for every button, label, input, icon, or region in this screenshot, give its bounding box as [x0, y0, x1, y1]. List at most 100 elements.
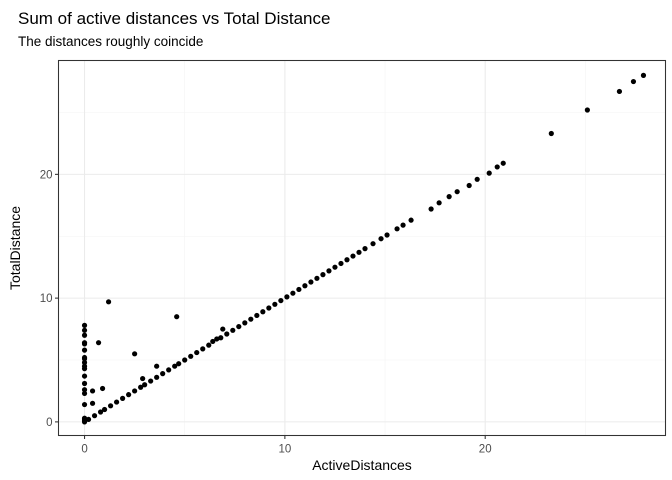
data-point [362, 246, 368, 252]
data-point [332, 264, 338, 270]
panel-border [57, 59, 667, 437]
data-point [474, 176, 480, 182]
data-point [436, 200, 442, 206]
data-point [384, 232, 390, 238]
data-point [224, 331, 230, 337]
data-point [95, 340, 102, 346]
data-point [81, 354, 88, 361]
data-point [99, 385, 106, 392]
x-tick-label: 0 [81, 444, 87, 456]
data-point [548, 130, 554, 137]
data-point [446, 194, 452, 200]
data-point [500, 160, 506, 166]
data-point [408, 217, 414, 223]
data-point [81, 347, 88, 353]
data-point [278, 297, 284, 304]
data-point [206, 342, 212, 348]
data-point [210, 338, 216, 345]
data-point [302, 283, 308, 289]
data-point [584, 107, 590, 113]
data-point [154, 363, 160, 369]
data-point [356, 249, 362, 255]
y-tick-label: 10 [40, 293, 53, 305]
data-point [218, 335, 224, 341]
data-point [154, 374, 160, 380]
data-point [81, 390, 88, 397]
data-point [260, 309, 266, 315]
data-point [81, 322, 88, 328]
data-points [81, 72, 647, 425]
data-point [81, 340, 88, 346]
data-point [214, 336, 220, 342]
x-axis: 0 10 20 [81, 435, 492, 456]
data-point [188, 353, 194, 359]
data-point [148, 378, 154, 384]
data-point [166, 367, 172, 373]
data-point [454, 189, 460, 195]
chart-subtitle: The distances roughly coincide [18, 34, 203, 49]
data-point [81, 359, 88, 366]
y-axis: 0 10 20 [40, 169, 59, 429]
data-point [89, 400, 96, 406]
y-axis-title: TotalDistance [7, 206, 23, 290]
data-point [494, 164, 500, 170]
data-point [344, 257, 350, 263]
data-point [248, 316, 254, 322]
data-point [242, 320, 248, 326]
data-point [142, 382, 148, 388]
data-point [91, 413, 98, 419]
data-point [81, 363, 88, 369]
y-tick-label: 20 [40, 169, 53, 181]
data-point [326, 268, 332, 274]
data-point [182, 357, 188, 363]
x-tick-label: 20 [479, 444, 492, 456]
data-point [132, 388, 138, 394]
data-point [400, 222, 406, 228]
data-point [140, 375, 146, 382]
data-point [89, 388, 96, 394]
y-tick-label: 0 [46, 417, 52, 429]
data-point [138, 384, 144, 390]
data-point [394, 226, 400, 232]
data-point [272, 301, 278, 307]
x-tick-label: 10 [278, 444, 291, 456]
data-point [194, 349, 200, 356]
data-point [230, 327, 236, 333]
data-point [97, 409, 104, 415]
data-point [172, 363, 178, 369]
data-point [160, 371, 166, 377]
data-point [200, 346, 206, 352]
data-point [81, 415, 88, 421]
data-point [81, 380, 88, 387]
data-point [107, 403, 114, 409]
data-point [320, 272, 326, 278]
data-point [176, 361, 182, 367]
data-point [266, 305, 272, 311]
data-point [616, 88, 623, 95]
panel-background [58, 60, 666, 436]
x-axis-title: ActiveDistances [312, 457, 412, 473]
data-point [81, 387, 88, 393]
data-point [174, 314, 180, 320]
data-point [254, 312, 260, 319]
data-point [113, 399, 120, 405]
data-point [290, 290, 296, 296]
data-point [81, 327, 88, 333]
data-point [236, 323, 242, 330]
data-point [640, 72, 647, 78]
data-point [370, 241, 376, 247]
data-point [85, 416, 92, 423]
data-point [81, 401, 88, 408]
data-point [81, 332, 88, 338]
data-point [220, 326, 226, 332]
data-point [308, 279, 314, 285]
grid-lines [58, 60, 666, 436]
data-point [350, 253, 356, 259]
plot-panel [57, 59, 667, 437]
data-point [630, 78, 637, 85]
data-point [101, 406, 108, 413]
data-point [338, 260, 344, 267]
data-point [378, 236, 384, 242]
data-point [105, 299, 112, 305]
